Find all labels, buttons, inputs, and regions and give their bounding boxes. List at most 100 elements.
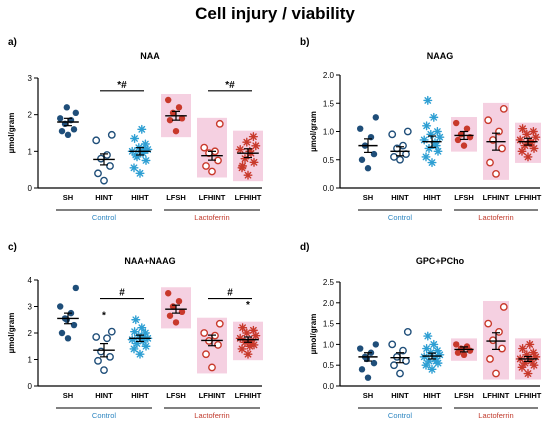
data-point xyxy=(240,154,250,164)
data-point xyxy=(214,341,222,349)
data-point xyxy=(423,95,433,105)
data-point xyxy=(358,366,366,373)
asterisk-stroke xyxy=(524,153,532,161)
data-point xyxy=(202,350,210,359)
data-point xyxy=(141,155,151,166)
data-point xyxy=(107,130,116,139)
data-point xyxy=(200,143,209,152)
data-point xyxy=(107,327,116,336)
data-point xyxy=(453,119,460,127)
data-point xyxy=(94,169,102,178)
asterisk-stroke xyxy=(136,350,144,358)
y-tick-label: 1.0 xyxy=(323,128,335,137)
panel-letter: d) xyxy=(300,242,309,253)
asterisk-stroke xyxy=(425,145,433,152)
asterisk-stroke xyxy=(243,329,251,337)
data-point xyxy=(419,135,429,145)
data-point xyxy=(357,345,364,352)
x-category-label: SH xyxy=(63,193,73,202)
asterisk-stroke xyxy=(238,345,246,353)
asterisk-stroke xyxy=(250,158,258,166)
asterisk-stroke xyxy=(424,97,432,104)
y-axis-label: µmol/gram xyxy=(7,313,16,354)
data-point xyxy=(453,341,460,348)
data-point xyxy=(215,119,224,128)
asterisk-stroke xyxy=(132,151,140,159)
group-label: Control xyxy=(92,411,117,420)
x-category-label: SH xyxy=(363,391,373,400)
data-point xyxy=(208,363,216,372)
x-category-label: HINT xyxy=(391,193,409,202)
data-point xyxy=(135,349,145,359)
data-point xyxy=(431,141,441,151)
panel-letter: b) xyxy=(300,37,309,48)
asterisk-stroke xyxy=(532,133,540,141)
asterisk-stroke xyxy=(430,341,438,348)
asterisk-stroke xyxy=(142,342,150,350)
data-point xyxy=(489,336,497,345)
asterisk-stroke xyxy=(519,345,526,352)
data-point xyxy=(357,125,364,132)
data-point xyxy=(139,144,149,155)
x-category-label: LFHINT xyxy=(483,391,510,400)
x-category-label: LFHIHT xyxy=(515,391,542,400)
data-point xyxy=(127,335,137,345)
data-point xyxy=(454,136,462,144)
asterisk-stroke xyxy=(430,113,438,121)
asterisk-stroke xyxy=(138,324,146,332)
data-point xyxy=(390,361,398,370)
figure-title: Cell injury / viability xyxy=(195,4,355,23)
data-point xyxy=(242,137,252,147)
x-category-label: LFHINT xyxy=(483,193,510,202)
asterisk-stroke xyxy=(131,135,138,142)
asterisk-stroke xyxy=(434,128,441,135)
data-point xyxy=(92,333,101,341)
y-axis-label: µmol/gram xyxy=(309,314,318,355)
x-category-label: HINT xyxy=(391,391,409,400)
data-point xyxy=(248,132,258,142)
data-point xyxy=(499,303,508,311)
data-point xyxy=(515,135,525,145)
data-point xyxy=(131,315,141,325)
data-point xyxy=(165,96,172,104)
asterisk-stroke xyxy=(252,332,260,340)
asterisk-stroke xyxy=(526,341,534,348)
asterisk-stroke xyxy=(428,159,436,166)
data-point xyxy=(358,156,366,163)
data-point xyxy=(460,351,468,358)
panel-letter: a) xyxy=(8,37,17,48)
x-category-label: LFSH xyxy=(454,193,474,202)
asterisk-stroke xyxy=(518,363,526,371)
data-point xyxy=(523,152,533,162)
data-point xyxy=(421,360,431,370)
y-tick-label: 1.0 xyxy=(323,340,335,349)
asterisk-stroke xyxy=(436,133,444,141)
asterisk-stroke xyxy=(243,138,251,146)
asterisk-stroke xyxy=(130,164,138,172)
asterisk-stroke xyxy=(424,332,432,340)
data-point xyxy=(70,126,78,133)
data-point xyxy=(178,115,186,122)
data-point xyxy=(106,162,114,170)
data-point xyxy=(390,153,398,161)
y-tick-label: 0 xyxy=(28,184,33,193)
y-tick-label: 2.5 xyxy=(323,278,335,287)
data-point xyxy=(523,369,533,379)
data-point xyxy=(364,374,372,381)
y-axis-label: µmol/gram xyxy=(7,113,16,154)
data-point xyxy=(529,360,539,370)
y-tick-label: 0 xyxy=(28,382,33,391)
data-point xyxy=(166,312,174,319)
data-point xyxy=(528,126,538,137)
data-point xyxy=(421,152,431,162)
asterisk-stroke xyxy=(518,147,526,155)
data-point xyxy=(429,112,439,122)
x-category-label: HIHT xyxy=(423,193,441,202)
data-point xyxy=(249,157,259,167)
group-label: Lactoferrin xyxy=(194,213,229,222)
asterisk-stroke xyxy=(130,345,138,353)
data-point xyxy=(175,298,183,305)
data-point xyxy=(70,321,78,329)
asterisk-stroke xyxy=(244,350,252,358)
asterisk-stroke xyxy=(422,153,430,161)
